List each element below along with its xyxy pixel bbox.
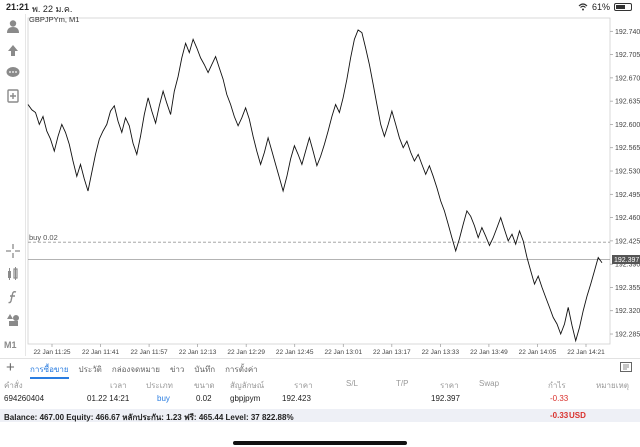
x-tick-label: 22 Jan 11:25 xyxy=(33,349,70,356)
x-tick-label: 22 Jan 12:45 xyxy=(276,349,314,356)
chat-icon[interactable] xyxy=(5,65,21,81)
x-tick-label: 22 Jan 13:49 xyxy=(470,349,508,356)
y-tick-label: 192.565 xyxy=(615,145,640,152)
header-tp: T/P xyxy=(396,379,409,388)
battery-percent: 61% xyxy=(591,2,610,12)
x-tick-label: 22 Jan 13:01 xyxy=(324,349,362,356)
tab-trade[interactable]: การซื้อขาย xyxy=(30,363,69,379)
x-tick-label: 22 Jan 13:33 xyxy=(422,349,460,356)
wifi-icon xyxy=(578,3,588,11)
row-type: buy xyxy=(157,394,170,403)
panel-menu-icon[interactable] xyxy=(620,362,632,372)
x-tick-label: 22 Jan 14:05 xyxy=(519,349,557,356)
header-time: เวลา xyxy=(110,381,127,390)
header-type: ประเภท xyxy=(146,381,173,390)
account-icon[interactable] xyxy=(5,18,21,34)
tabs: การซื้อขาย ประวัติ กล่องจดหมาย ข่าว บันท… xyxy=(30,363,258,379)
indicators-icon[interactable] xyxy=(5,266,21,282)
tab-mailbox[interactable]: กล่องจดหมาย xyxy=(111,365,160,374)
x-tick-label: 22 Jan 12:29 xyxy=(227,349,265,356)
total-currency: USD xyxy=(569,411,586,420)
y-tick-label: 192.355 xyxy=(615,285,640,292)
home-indicator xyxy=(233,441,407,445)
y-tick-label: 192.635 xyxy=(615,99,640,106)
timeframe-label[interactable]: M1 xyxy=(4,340,17,350)
row-symbol: gbpjpym xyxy=(230,394,261,403)
balance-text: Balance: 467.00 Equity: 466.67 หลักประกั… xyxy=(4,413,294,422)
tab-news[interactable]: ข่าว xyxy=(169,365,185,374)
crosshair-icon[interactable] xyxy=(5,243,21,259)
x-tick-label: 22 Jan 11:57 xyxy=(131,349,168,356)
y-tick-label: 192.495 xyxy=(615,192,640,199)
table-row[interactable]: 694260404 01.22 14:21 buy 0.02 gbpjpym 1… xyxy=(0,392,640,407)
x-tick-label: 22 Jan 12:13 xyxy=(179,349,217,356)
terminal-tab-bar: + การซื้อขาย ประวัติ กล่องจดหมาย ข่าว บั… xyxy=(0,358,640,379)
bid-price-tag xyxy=(612,255,640,265)
document-plus-icon[interactable] xyxy=(5,88,21,104)
x-tick-label: 22 Jan 14:21 xyxy=(567,349,605,356)
header-order: คำสั่ง xyxy=(4,381,23,390)
bid-price-tag-text: 192.397 xyxy=(614,257,639,264)
plot-frame xyxy=(27,17,611,345)
y-tick-label: 192.530 xyxy=(615,169,640,176)
order-line-label: buy 0.02 xyxy=(29,233,58,242)
header-price: ราคา xyxy=(294,381,313,390)
total-profit: -0.33 xyxy=(550,411,569,420)
row-time: 01.22 14:21 xyxy=(87,394,130,403)
status-date: พ. 22 ม.ค. xyxy=(32,4,73,14)
header-symbol: สัญลักษณ์ xyxy=(230,381,265,390)
y-tick-label: 192.705 xyxy=(615,52,640,59)
x-tick-label: 22 Jan 13:17 xyxy=(373,349,411,356)
left-toolbar: M1 xyxy=(0,14,26,356)
price-chart[interactable]: 192.740 192.705 192.670 192.635 192.600 192.5… xyxy=(26,14,640,356)
grid xyxy=(27,17,611,345)
y-tick-label: 192.390 xyxy=(615,262,640,269)
header-comment: หมายเหตุ xyxy=(596,381,629,390)
header-size: ขนาด xyxy=(194,381,215,390)
battery-fill xyxy=(616,5,625,9)
y-tick-label: 192.740 xyxy=(615,29,640,36)
tab-history[interactable]: ประวัติ xyxy=(78,365,102,374)
header-sl: S/L xyxy=(346,379,359,388)
y-tick-label: 192.460 xyxy=(615,215,640,222)
status-bar: 21:21 พ. 22 ม.ค. 61% xyxy=(0,0,640,14)
y-tick-label: 192.320 xyxy=(615,308,640,315)
objects-icon[interactable] xyxy=(5,312,21,328)
y-tick-label: 192.425 xyxy=(615,238,640,245)
header-profit: กำไร xyxy=(548,381,566,390)
row-profit: -0.33 xyxy=(550,394,569,403)
x-tick-label: 22 Jan 11:41 xyxy=(82,349,119,356)
row-current-price: 192.397 xyxy=(431,394,460,403)
y-tick-label: 192.670 xyxy=(615,75,640,82)
header-swap: Swap xyxy=(479,379,500,388)
y-tick-label: 192.285 xyxy=(615,332,640,339)
price-series-line xyxy=(27,29,603,343)
y-axis: 192.740 192.705 192.670 192.635 192.600 192.5… xyxy=(610,29,640,339)
header-current-price: ราคา xyxy=(440,381,459,390)
trade-arrows-icon[interactable] xyxy=(5,42,21,58)
balance-summary: Balance: 467.00 Equity: 466.67 หลักประกั… xyxy=(0,409,640,422)
battery-icon xyxy=(614,3,632,11)
tab-journal[interactable]: บันทึก xyxy=(194,365,216,374)
row-order: 694260404 xyxy=(4,394,45,403)
row-size: 0.02 xyxy=(196,394,212,403)
chart-svg[interactable]: 192.740 192.705 192.670 192.635 192.600 192.5… xyxy=(26,14,640,356)
row-price: 192.423 xyxy=(282,394,311,403)
trade-table-header: คำสั่ง เวลา ประเภท ขนาด สัญลักษณ์ ราคา S… xyxy=(0,377,640,390)
tab-settings[interactable]: การตั้งค่า xyxy=(225,365,258,374)
plus-icon[interactable]: + xyxy=(6,359,15,376)
symbol-label: GBPJPYm, M1 xyxy=(29,15,79,24)
function-icon[interactable] xyxy=(5,289,21,305)
y-tick-label: 192.600 xyxy=(615,122,640,129)
x-axis: 22 Jan 11:25 22 Jan 11:41 22 Jan 11:57 22 J… xyxy=(33,344,605,356)
status-right: 61% xyxy=(578,2,632,12)
status-time: 21:21 xyxy=(6,2,30,12)
